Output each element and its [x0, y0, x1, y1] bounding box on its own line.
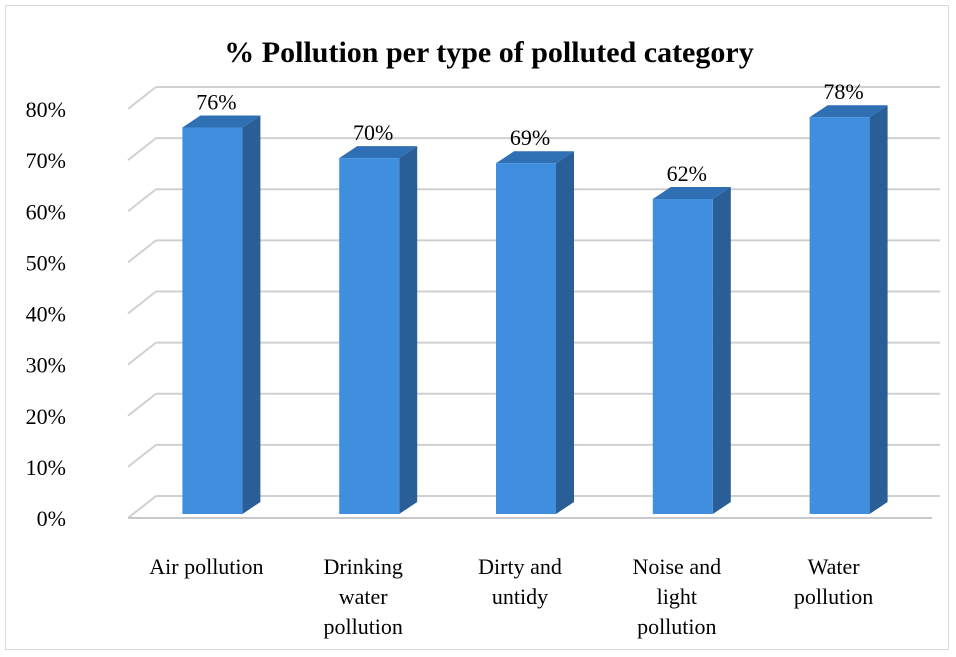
gridline-side	[127, 86, 157, 110]
bar	[652, 187, 731, 514]
data-label: 70%	[353, 120, 393, 145]
y-tick-label: 40%	[26, 302, 66, 327]
category-label: Air pollution	[149, 554, 263, 579]
bar-side	[556, 151, 574, 515]
y-tick-label: 50%	[26, 250, 66, 275]
bar-top	[182, 115, 261, 128]
gridline-side	[127, 444, 157, 468]
bar-chart: 0%10%20%30%40%50%60%70%80% 76%70% 69%62%7…	[26, 36, 940, 639]
bar-side	[712, 187, 731, 514]
y-tick-label: 60%	[26, 199, 66, 224]
data-label: 76%	[196, 89, 236, 114]
gridline-side	[127, 188, 157, 213]
bar	[339, 146, 418, 514]
chart-title: % Pollution per type of polluted categor…	[224, 36, 753, 69]
bar-front	[809, 117, 870, 514]
y-tick-label: 20%	[26, 404, 66, 429]
gridline-side	[127, 290, 157, 315]
bar	[496, 151, 574, 515]
category-label: Noise and light pollution	[633, 554, 722, 639]
bar-front	[652, 199, 713, 514]
category-label: Dirty and untidy	[478, 554, 562, 609]
y-tick-label: 0%	[37, 506, 66, 531]
bars	[182, 105, 888, 515]
y-tick-label: 10%	[26, 455, 66, 480]
bar-side	[399, 146, 418, 514]
y-tick-label: 70%	[26, 148, 66, 173]
bar-top	[809, 105, 888, 118]
gridline-side	[127, 495, 157, 519]
bar-top	[652, 187, 731, 200]
bar-side	[869, 105, 888, 514]
bar-front	[182, 127, 243, 514]
gridline-side	[127, 341, 157, 366]
category-label: Drinking water pollution	[323, 554, 402, 639]
bar-front	[339, 158, 400, 514]
chart-frame: 0% 10% 20% 30% 40% 50% 60% 70% 80% 76% 70% 69% 62% 7…	[5, 5, 949, 650]
bar	[182, 115, 261, 514]
gridline-side	[127, 137, 157, 161]
bar-top	[339, 146, 418, 159]
y-tick-label: 80%	[26, 97, 66, 122]
bar	[809, 105, 888, 514]
data-label: 69%	[510, 125, 550, 150]
bar-top	[496, 151, 574, 164]
y-tick-label: 30%	[26, 353, 66, 378]
y-axis-ticks: 0% 10% 20% 30% 40% 50% 60% 70% 80%	[26, 97, 66, 531]
data-label: 78%	[823, 79, 863, 104]
gridline-side	[127, 239, 157, 264]
data-labels: 76% 70% 69% 62% 78%	[196, 79, 864, 186]
data-label: 62%	[667, 161, 707, 186]
x-axis-categories: Air pollution Drinking water pollution Dirty…	[149, 554, 873, 639]
bar-front	[496, 163, 556, 515]
gridline-side	[127, 392, 157, 417]
category-label: Water pollution	[794, 554, 873, 609]
bar-side	[242, 115, 261, 514]
